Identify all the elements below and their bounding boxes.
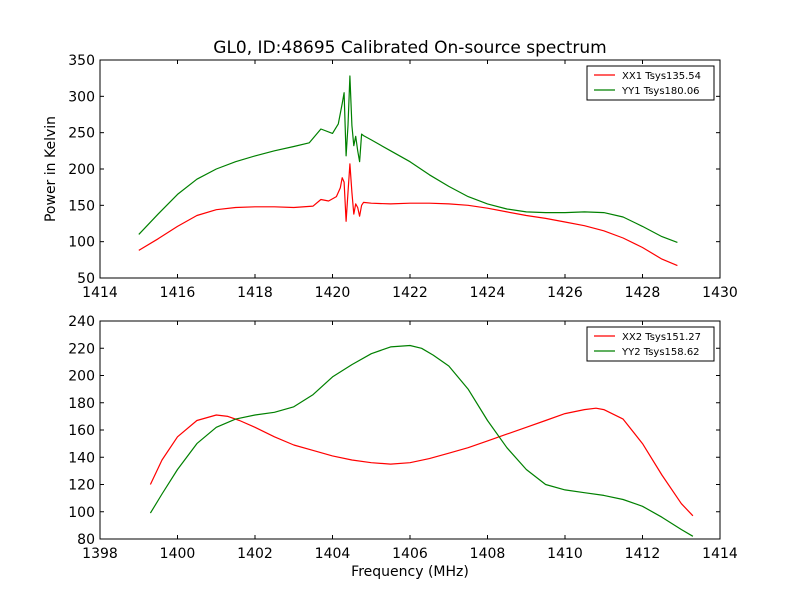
x-tick-label: 1424 [470, 285, 506, 301]
x-tick-label: 1420 [315, 285, 351, 301]
x-tick-label: 1408 [470, 546, 506, 562]
y-tick-label: 100 [68, 505, 95, 521]
x-tick-label: 1400 [160, 546, 196, 562]
legend: XX2 Tsys151.27 YY2 Tsys158.62 [586, 326, 715, 362]
x-tick-label: 1398 [82, 546, 118, 562]
legend-box [586, 65, 715, 101]
x-tick-label: 1410 [547, 546, 583, 562]
legend-label: YY2 Tsys158.62 [621, 347, 700, 358]
y-tick-label: 160 [68, 423, 95, 439]
y-tick-label: 140 [68, 450, 95, 466]
y-tick-label: 250 [68, 126, 95, 142]
bottom-subplot: 1398 1400 1402 1404 1406 1408 1410 1412 1414 80 10… [68, 314, 738, 580]
legend: XX1 Tsys135.54 YY1 Tsys180.06 [586, 65, 715, 101]
x-axis-label: Frequency (MHz) [351, 564, 469, 580]
x-tick-label: 1416 [160, 285, 196, 301]
y-tick-label: 200 [68, 369, 95, 385]
legend-label: XX1 Tsys135.54 [622, 71, 701, 82]
y-tick-label: 100 [68, 235, 95, 251]
series-line-1-1 [138, 163, 678, 267]
x-tick-label: 1406 [392, 546, 428, 562]
y-tick-label: 300 [68, 89, 95, 105]
x-tick-label: 1404 [315, 546, 351, 562]
y-tick-label: 120 [68, 478, 95, 494]
y-tick-label: 150 [68, 198, 95, 214]
x-tick-label: 1426 [547, 285, 583, 301]
y-tick-label: 200 [68, 162, 95, 178]
series-line-2-1 [149, 407, 694, 517]
x-tick-label: 1428 [625, 285, 661, 301]
series-line-1-2 [138, 75, 678, 243]
legend-box [586, 326, 715, 362]
x-tick-label: 1412 [625, 546, 661, 562]
x-tick-label: 1422 [392, 285, 428, 301]
y-tick-label: 240 [68, 314, 95, 330]
y-tick-label: 50 [77, 271, 95, 287]
series-line-2-2 [149, 344, 694, 537]
y-tick-label: 350 [68, 53, 95, 69]
x-tick-label: 1402 [237, 546, 273, 562]
y-tick-label: 220 [68, 341, 95, 357]
figure-title: GL0, ID:48695 Calibrated On-source spect… [213, 38, 606, 58]
top-subplot: 1414 1416 1418 1420 1422 1424 1426 1428 1430 50 10… [43, 53, 738, 301]
x-tick-label: 1414 [702, 546, 738, 562]
x-tick-label: 1418 [237, 285, 273, 301]
y-axis-label: Power in Kelvin [43, 116, 59, 222]
x-tick-label: 1414 [82, 285, 118, 301]
legend-label: YY1 Tsys180.06 [621, 86, 700, 97]
legend-label: XX2 Tsys151.27 [622, 332, 701, 343]
y-tick-label: 80 [77, 532, 95, 548]
y-tick-label: 180 [68, 396, 95, 412]
x-tick-label: 1430 [702, 285, 738, 301]
